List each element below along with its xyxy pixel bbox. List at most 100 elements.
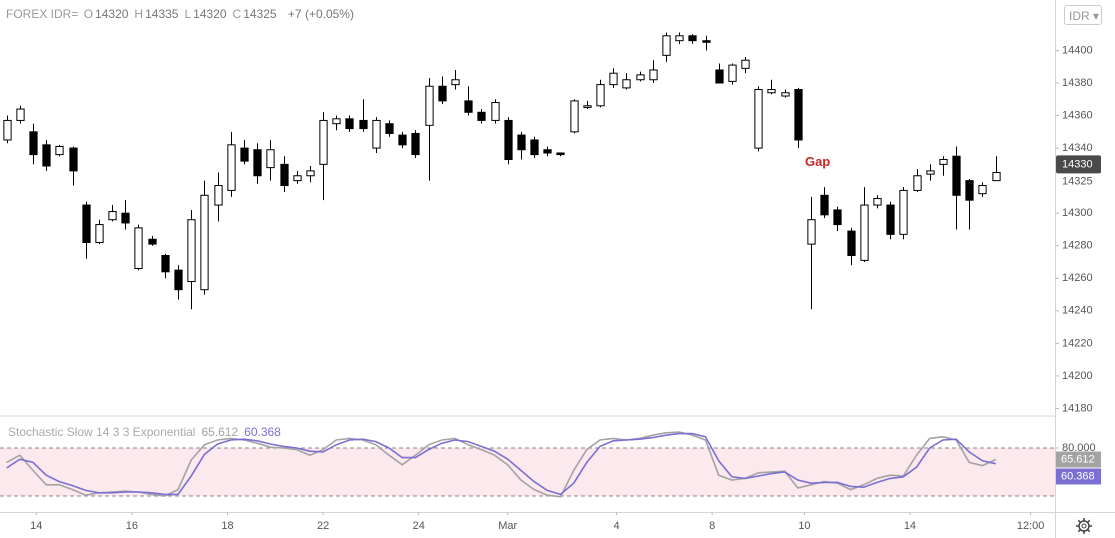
ohlc-key: C (232, 7, 242, 21)
y-tick-label: 14300 (1062, 207, 1093, 219)
x-tick-label: 14 (904, 520, 916, 532)
candle-body (899, 189, 908, 235)
candle-body (253, 149, 262, 177)
candle-body (741, 59, 750, 69)
candle-body (833, 209, 842, 226)
symbol: FOREX IDR= (6, 7, 79, 21)
candle-body (913, 175, 922, 191)
ohlc-key: L (184, 7, 192, 21)
candle-body (530, 139, 539, 156)
candle-body (728, 64, 737, 82)
candle-body (134, 227, 143, 270)
candle-body (794, 89, 803, 141)
candle-body (688, 35, 697, 42)
candle-body (398, 134, 407, 146)
candle-body (556, 152, 565, 156)
candle-body (293, 175, 302, 182)
candle-body (570, 100, 579, 133)
candle-body (240, 147, 249, 162)
value-badge (1056, 451, 1101, 468)
candle-body (477, 111, 486, 121)
candle-body (227, 144, 236, 191)
candle-body (332, 118, 341, 125)
candle-body (451, 79, 460, 86)
candle-body (491, 102, 500, 121)
x-tick-label: 4 (613, 520, 619, 532)
settings-gear[interactable] (1076, 518, 1092, 534)
y-tick-label: 80.000 (1062, 442, 1096, 454)
last-price-badge (1056, 155, 1101, 174)
candle-body (517, 134, 526, 151)
currency-dropdown[interactable]: IDR ▾ (1064, 5, 1102, 25)
candle-body (504, 119, 513, 160)
candle-body (636, 74, 645, 81)
ohlc-key: H (134, 7, 144, 21)
symbol-header: FOREX IDR= O 14320 H 14335 L 14320 C 14325 +7 (… (6, 7, 360, 21)
y-tick-label: 14400 (1062, 44, 1093, 56)
y-tick-label: 14200 (1062, 370, 1093, 382)
candle-body (754, 89, 763, 149)
candle-body (306, 170, 315, 177)
x-tick-label: 16 (126, 520, 138, 532)
candle-body (781, 92, 790, 97)
candle-body (873, 198, 882, 206)
change: +7 (+0.05%) (287, 7, 354, 21)
y-tick-label: 14360 (1062, 109, 1093, 121)
candle-body (372, 119, 381, 149)
ohlc-value: 14335 (145, 7, 179, 21)
indicator-value: 60.368 (244, 425, 281, 439)
x-tick-label: 10 (798, 520, 810, 532)
candle-body (847, 230, 856, 257)
candle-body (767, 89, 776, 94)
y-tick-label: 14380 (1062, 77, 1093, 89)
candle-body (952, 155, 961, 196)
x-tick-label: 8 (709, 520, 715, 532)
ohlc-value: 14325 (243, 7, 277, 21)
candle-body (95, 224, 104, 243)
candle-body (161, 255, 170, 273)
candle-body (82, 204, 91, 243)
candle-body (359, 119, 368, 130)
candle-body (596, 84, 605, 107)
ohlc: O 14320 H 14335 L 14320 C 14325 (84, 7, 283, 21)
candle-body (345, 118, 354, 130)
candle-body (675, 35, 684, 42)
candle-body (649, 69, 658, 81)
candle-body (148, 238, 157, 245)
annotation: Gap (805, 154, 830, 169)
candle-body (385, 123, 394, 134)
band-fill (0, 448, 1055, 496)
x-tick-label: 18 (221, 520, 233, 532)
last-price-label: 14330 (1062, 158, 1093, 170)
y-tick-label: 14240 (1062, 305, 1093, 317)
candle-body (200, 194, 209, 291)
candle-body (609, 72, 618, 86)
candle-body (280, 163, 289, 187)
candle-body (438, 85, 447, 102)
candle-body (464, 100, 473, 113)
candle-body (3, 119, 12, 141)
y-tick-label: 14280 (1062, 240, 1093, 252)
y-tick-label: 14180 (1062, 402, 1093, 414)
x-tick-label: 12:00 (1017, 520, 1045, 532)
candle-body (187, 219, 196, 283)
ohlc-value: 14320 (193, 7, 227, 21)
close-label: 14325 (1062, 175, 1093, 187)
candle-body (860, 204, 869, 261)
value-badge-label: 65.612 (1061, 453, 1095, 465)
y-tick-label: 14260 (1062, 272, 1093, 284)
candle-body (55, 145, 64, 156)
value-badge-label: 60.368 (1061, 470, 1095, 482)
candle-body (69, 147, 78, 172)
ohlc-value: 14320 (95, 7, 129, 21)
candle-body (622, 79, 631, 89)
x-tick-label: 24 (413, 520, 425, 532)
candle-body (543, 149, 552, 154)
candle-body (702, 40, 711, 43)
candle-body (16, 108, 25, 121)
currency: IDR (1069, 9, 1090, 23)
y-tick-label: 14340 (1062, 142, 1093, 154)
x-tick-label: Mar (498, 520, 517, 532)
indicator-title: Stochastic Slow 14 3 3 Exponential (8, 425, 195, 439)
